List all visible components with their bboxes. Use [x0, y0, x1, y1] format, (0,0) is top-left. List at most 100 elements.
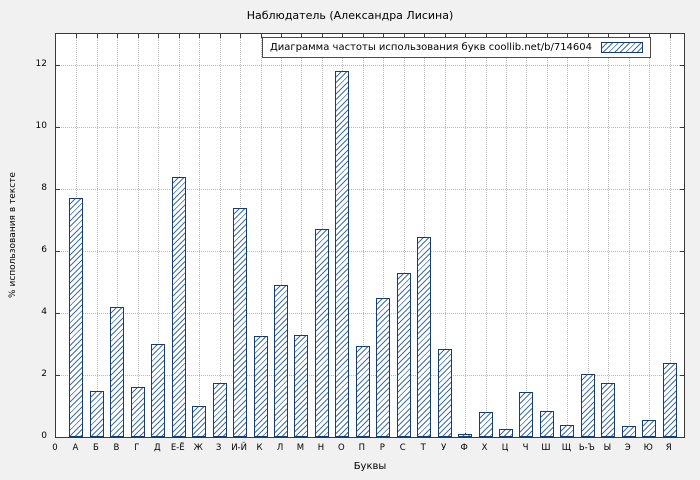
v-gridline	[485, 34, 487, 437]
x-tick-mark	[281, 34, 283, 38]
x-tick-mark	[178, 34, 180, 38]
y-tick-mark	[680, 313, 684, 314]
bar-З	[212, 382, 227, 437]
y-tick-mark	[56, 65, 60, 66]
bar-Р	[376, 297, 391, 437]
v-gridline	[465, 34, 467, 437]
x-tick-label: П	[358, 443, 366, 453]
bar-Н	[314, 229, 329, 437]
x-tick-mark	[158, 34, 160, 38]
x-tick-label: Д	[153, 443, 161, 453]
bar-Я	[662, 362, 677, 437]
x-tick-mark	[96, 34, 98, 38]
x-tick-mark	[649, 34, 651, 38]
bar-К	[253, 336, 268, 437]
y-tick-label: 8	[41, 183, 47, 193]
bar-Т	[417, 237, 432, 437]
x-tick-mark	[669, 34, 671, 38]
x-tick-mark	[383, 34, 385, 38]
v-gridline	[567, 34, 569, 437]
x-tick-mark	[260, 34, 262, 38]
v-gridline	[219, 34, 221, 437]
x-tick-label: С	[399, 443, 406, 453]
v-gridline	[608, 34, 610, 437]
bar-Х	[478, 412, 493, 437]
x-tick-mark	[137, 34, 139, 38]
x-tick-label: А	[72, 443, 79, 453]
bar-Ы	[601, 382, 616, 437]
h-gridline	[56, 189, 684, 190]
x-tick-mark	[506, 34, 508, 38]
y-tick-mark	[680, 437, 684, 438]
bar-И-Й	[233, 207, 248, 437]
y-tick-mark	[56, 313, 60, 314]
v-gridline	[628, 34, 630, 437]
x-tick-mark	[403, 34, 405, 38]
bar-У	[437, 348, 452, 437]
x-tick-label: Т	[420, 443, 426, 453]
bar-М	[294, 334, 309, 437]
h-gridline	[56, 127, 684, 128]
x-tick-label: Э	[624, 443, 631, 453]
x-tick-label: Ю	[643, 443, 653, 453]
y-tick-mark	[56, 127, 60, 128]
v-gridline	[117, 34, 119, 437]
x-tick-label: Ь-Ъ	[578, 443, 595, 453]
v-gridline	[526, 34, 528, 437]
x-tick-label: Ш	[541, 443, 551, 453]
bar-В	[110, 306, 125, 437]
x-tick-mark	[526, 34, 528, 38]
v-gridline	[424, 34, 426, 437]
x-tick-label: Ы	[603, 443, 612, 453]
x-tick-mark	[219, 34, 221, 38]
x-tick-label: О	[338, 443, 345, 453]
bar-Б	[89, 390, 104, 437]
legend-label: Диаграмма частоты использования букв coo…	[269, 42, 592, 53]
v-gridline	[199, 34, 201, 437]
x-tick-label: В	[113, 443, 120, 453]
x-tick-label: Г	[134, 443, 140, 453]
bar-Ч	[519, 392, 534, 437]
x-tick-mark	[301, 34, 303, 38]
v-gridline	[587, 34, 589, 437]
v-gridline	[649, 34, 651, 437]
v-gridline	[362, 34, 364, 437]
y-tick-mark	[680, 189, 684, 190]
x-tick-label: Ч	[522, 443, 529, 453]
x-tick-label: Ф	[460, 443, 468, 453]
x-tick-label: З	[215, 443, 222, 453]
x-tick-label: Е-Ё	[170, 443, 185, 453]
bar-Ш	[539, 410, 554, 437]
y-tick-mark	[56, 375, 60, 376]
bar-Ц	[499, 429, 514, 437]
x-tick-label: Ж	[193, 443, 203, 453]
y-tick-mark	[680, 375, 684, 376]
bar-Ь-Ъ	[580, 373, 595, 437]
x-tick-mark	[424, 34, 426, 38]
x-tick-mark	[199, 34, 201, 38]
x-tick-mark	[485, 34, 487, 38]
x-tick-mark	[362, 34, 364, 38]
x-tick-label: Р	[379, 443, 385, 453]
y-tick-label: 12	[35, 59, 47, 69]
v-gridline	[301, 34, 303, 437]
x-tick-mark	[587, 34, 589, 38]
x-tick-label: У	[441, 443, 447, 453]
x-tick-mark	[546, 34, 548, 38]
v-gridline	[260, 34, 262, 437]
x-tick-mark	[342, 34, 344, 38]
x-tick-label: И-Й	[231, 443, 247, 453]
v-gridline	[403, 34, 405, 437]
v-gridline	[96, 34, 98, 437]
h-gridline	[56, 65, 684, 66]
x-tick-mark	[240, 34, 242, 38]
y-tick-mark	[680, 65, 684, 66]
chart-title: Наблюдатель (Александра Лисина)	[246, 9, 454, 22]
x-tick-label: Л	[276, 443, 284, 453]
h-gridline	[56, 251, 684, 252]
y-tick-mark	[56, 251, 60, 252]
x-tick-mark	[117, 34, 119, 38]
h-gridline	[56, 375, 684, 376]
legend-swatch	[601, 42, 643, 53]
